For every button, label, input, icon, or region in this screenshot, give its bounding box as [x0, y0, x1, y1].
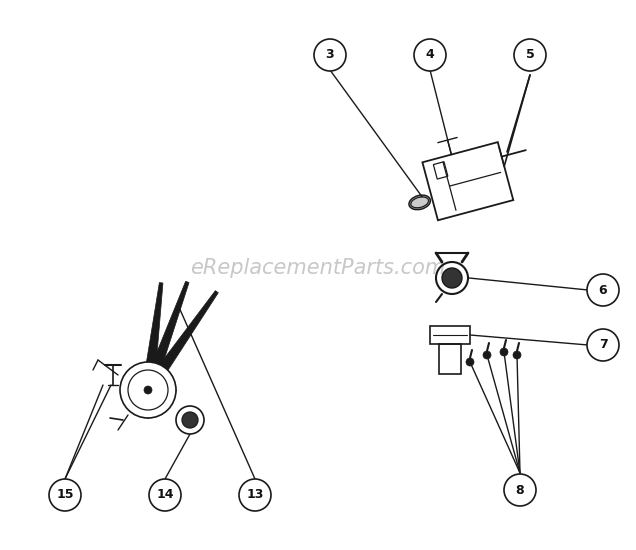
Circle shape: [149, 479, 181, 511]
Circle shape: [514, 39, 546, 71]
Text: 13: 13: [246, 488, 264, 502]
Polygon shape: [143, 290, 218, 393]
Circle shape: [504, 474, 536, 506]
Polygon shape: [142, 281, 189, 392]
Text: 4: 4: [425, 48, 434, 62]
Circle shape: [239, 479, 271, 511]
Circle shape: [182, 412, 198, 428]
Ellipse shape: [409, 195, 431, 210]
Circle shape: [466, 358, 474, 366]
Circle shape: [120, 362, 176, 418]
Circle shape: [414, 39, 446, 71]
Text: 7: 7: [598, 338, 607, 351]
Circle shape: [513, 351, 521, 359]
Circle shape: [176, 406, 204, 434]
Circle shape: [128, 370, 168, 410]
Text: 15: 15: [56, 488, 74, 502]
Text: 14: 14: [156, 488, 174, 502]
Circle shape: [144, 386, 152, 394]
Circle shape: [587, 329, 619, 361]
Circle shape: [314, 39, 346, 71]
Circle shape: [49, 479, 81, 511]
Circle shape: [442, 268, 462, 288]
Circle shape: [587, 274, 619, 306]
Text: eReplacementParts.com: eReplacementParts.com: [190, 258, 446, 278]
Circle shape: [483, 351, 491, 359]
Text: 6: 6: [598, 283, 607, 296]
Circle shape: [500, 348, 508, 356]
Polygon shape: [142, 283, 163, 390]
Ellipse shape: [411, 197, 429, 208]
Text: 3: 3: [326, 48, 335, 62]
Text: 5: 5: [525, 48, 534, 62]
Text: 8: 8: [516, 483, 524, 497]
